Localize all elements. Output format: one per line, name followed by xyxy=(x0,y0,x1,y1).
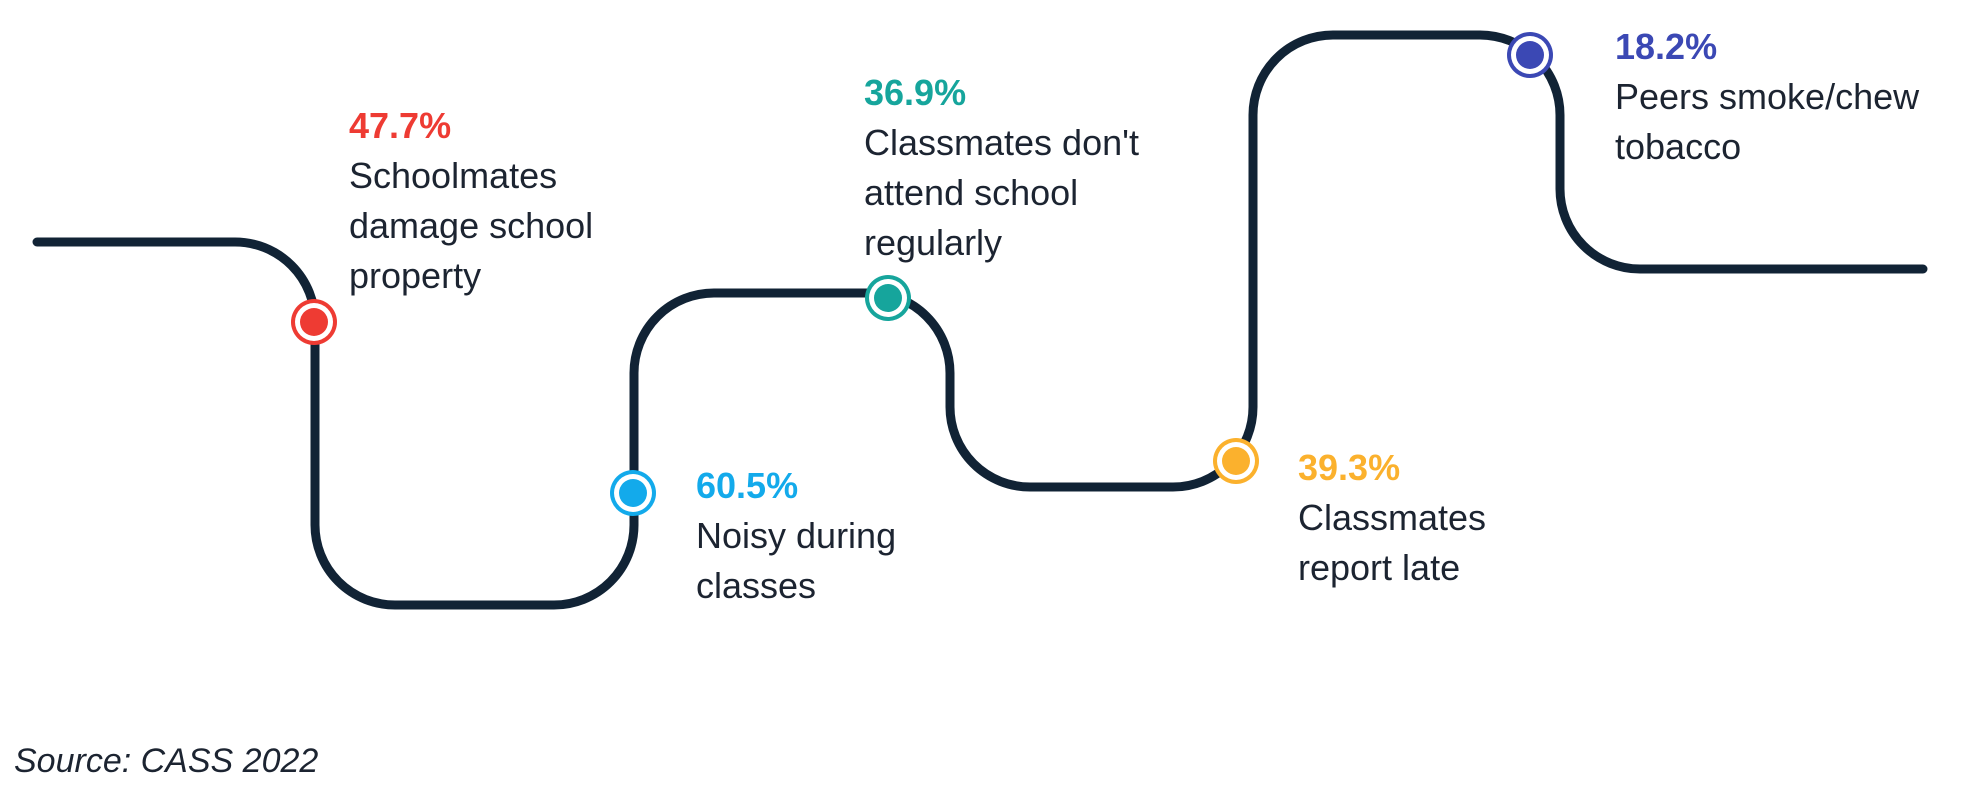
callout-3-value: 36.9% xyxy=(864,72,967,113)
callout-5-value: 18.2% xyxy=(1615,26,1718,67)
callout-5-label: Peers smoke/chew tobacco xyxy=(1615,76,1920,167)
callout-2: 60.5% Noisy during classes xyxy=(696,461,896,611)
marker-5 xyxy=(1507,32,1553,78)
callout-2-value: 60.5% xyxy=(696,465,799,506)
source-note: Source: CASS 2022 xyxy=(14,742,319,780)
callout-5: 18.2% Peers smoke/chew tobacco xyxy=(1615,22,1919,172)
callout-1-value: 47.7% xyxy=(349,105,452,146)
callout-1-label: Schoolmates damage school property xyxy=(349,155,594,296)
callout-4-label: Classmates report late xyxy=(1298,497,1487,588)
marker-2 xyxy=(610,470,656,516)
callout-3-label: Classmates don't attend school regularly xyxy=(864,122,1139,263)
callout-4: 39.3% Classmates report late xyxy=(1298,443,1486,593)
callout-2-label: Noisy during classes xyxy=(696,515,897,606)
callout-3: 36.9% Classmates don't attend school reg… xyxy=(864,68,1139,268)
callout-1: 47.7% Schoolmates damage school property xyxy=(349,101,593,301)
marker-4 xyxy=(1213,438,1259,484)
marker-1 xyxy=(291,299,337,345)
callout-4-value: 39.3% xyxy=(1298,447,1401,488)
marker-3 xyxy=(865,275,911,321)
